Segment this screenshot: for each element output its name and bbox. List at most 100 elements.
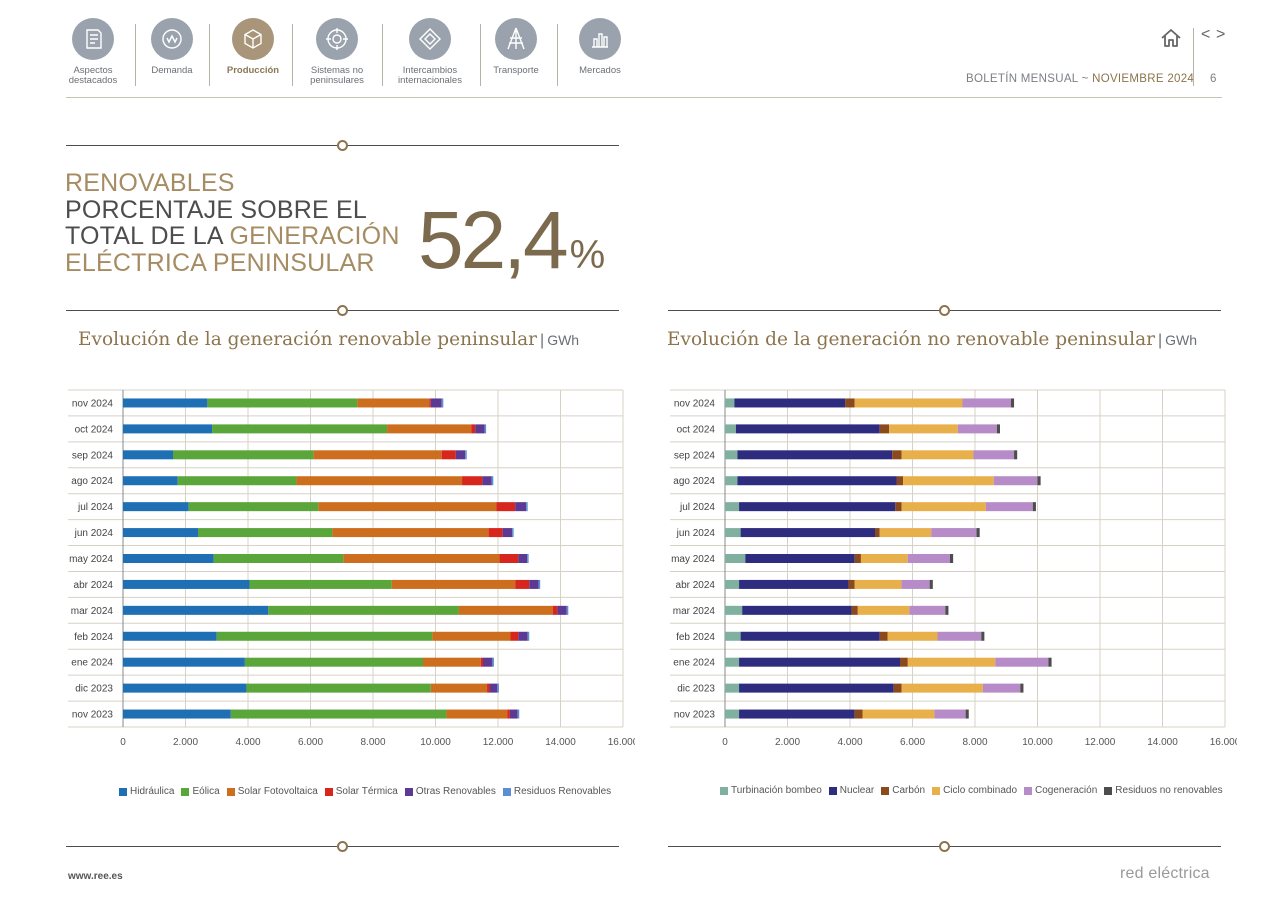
nav-separator — [382, 24, 383, 86]
bar-segment — [318, 502, 497, 512]
bar-segment — [900, 657, 908, 667]
bar-segment — [739, 579, 849, 589]
bar-segment — [862, 709, 935, 719]
nav-item-mercados[interactable]: Mercados — [560, 18, 640, 76]
x-tick-label: 0 — [120, 737, 126, 748]
bar-segment — [739, 657, 900, 667]
bar-segment — [985, 502, 1033, 512]
home-icon[interactable] — [1160, 28, 1182, 48]
renewable-legend: Hidráulica Eólica Solar Fotovoltaica Solar … — [119, 786, 618, 797]
bar-segment — [518, 631, 528, 641]
next-page-icon[interactable]: > — [1216, 26, 1226, 43]
bar-segment — [879, 631, 888, 641]
x-tick-label: 4.000 — [837, 737, 862, 748]
bar-segment — [1010, 398, 1015, 408]
bar-segment — [455, 450, 466, 460]
bar-segment — [429, 398, 431, 408]
bar-segment — [441, 450, 456, 460]
bar-segment — [430, 398, 442, 408]
bar-segment — [739, 683, 894, 693]
divider-ornament — [337, 305, 348, 316]
nav-item-demanda[interactable]: Demanda — [132, 18, 212, 76]
legend-item: Cogeneración — [1024, 785, 1097, 796]
legend-swatch — [502, 787, 511, 796]
legend-swatch — [1104, 786, 1113, 795]
legend-label: Carbón — [892, 785, 926, 796]
bar-segment — [441, 398, 444, 408]
bar-segment — [332, 528, 489, 538]
y-tick-label: nov 2024 — [72, 398, 114, 409]
legend-label: Hidráulica — [130, 786, 175, 797]
energy-meter-icon — [151, 18, 193, 60]
x-tick-label: 16.000 — [1210, 737, 1237, 748]
bar-segment — [742, 605, 852, 615]
bar-segment — [518, 554, 528, 563]
kpi-value: 52,4% — [418, 195, 606, 286]
bar-segment — [207, 398, 358, 408]
nav-item-transporte[interactable]: Transporte — [476, 18, 556, 76]
bar-segment — [901, 502, 986, 512]
bar-segment — [725, 605, 743, 615]
bar-segment — [725, 683, 740, 693]
x-tick-label: 8.000 — [360, 737, 385, 748]
bar-segment — [502, 528, 513, 538]
bar-segment — [745, 554, 855, 563]
bar-segment — [475, 424, 485, 434]
nav-item-aspectos[interactable]: Aspectos destacados — [53, 18, 133, 86]
footer-url[interactable]: www.ree.es — [68, 871, 123, 882]
bar-segment — [725, 657, 740, 667]
chart-title-renewable: Evolución de la generación renovable pen… — [78, 329, 580, 350]
bar-segment — [529, 579, 539, 589]
bar-segment — [725, 554, 746, 563]
bar-segment — [480, 657, 483, 667]
y-tick-label: mar 2024 — [673, 606, 716, 617]
bar-segment — [879, 528, 932, 538]
bar-segment — [889, 424, 958, 434]
y-tick-label: nov 2024 — [674, 398, 716, 409]
x-tick-label: 10.000 — [1022, 737, 1053, 748]
x-tick-label: 14.000 — [545, 737, 576, 748]
bar-segment — [212, 424, 388, 434]
nav-item-sistemas-no[interactable]: Sistemas no peninsulares — [297, 18, 377, 86]
bar-segment — [249, 579, 392, 589]
previous-page-icon[interactable]: < — [1201, 26, 1211, 43]
bar-segment — [515, 579, 530, 589]
company-logo: red eléctrica — [1120, 865, 1210, 882]
bar-segment — [489, 683, 498, 693]
bar-segment — [198, 528, 333, 538]
bar-segment — [740, 631, 880, 641]
y-tick-label: dic 2023 — [75, 684, 113, 695]
bar-segment — [740, 528, 875, 538]
bar-segment — [216, 631, 433, 641]
kpi-description: RENOVABLES PORCENTAJE SOBRE EL TOTAL DE … — [65, 169, 400, 277]
bar-segment — [244, 657, 423, 667]
bar-segment — [1048, 657, 1052, 667]
legend-swatch — [720, 786, 728, 795]
bar-segment — [123, 631, 217, 641]
bar-segment — [854, 554, 861, 563]
document-icon — [72, 18, 114, 60]
x-tick-label: 4.000 — [235, 737, 260, 748]
bar-segment — [230, 709, 447, 719]
bar-segment — [357, 398, 430, 408]
bar-segment — [177, 476, 297, 486]
y-tick-label: dic 2023 — [677, 684, 715, 695]
legend-swatch — [932, 786, 941, 795]
bar-segment — [857, 605, 910, 615]
bar-segment — [527, 554, 529, 563]
x-tick-label: 14.000 — [1147, 737, 1178, 748]
y-tick-label: may 2024 — [69, 554, 113, 565]
legend-item: Turbinación bombeo — [720, 785, 822, 796]
bar-segment — [995, 657, 1049, 667]
divider-ornament — [337, 140, 348, 151]
bar-segment — [981, 631, 985, 641]
legend-item: Nuclear — [828, 785, 874, 796]
bar-segment — [188, 502, 319, 512]
bar-segment — [123, 528, 198, 538]
nav-item-label: Producción — [226, 65, 280, 76]
legend-item: Residuos no renovables — [1104, 785, 1223, 796]
nav-item-producción[interactable]: Producción — [213, 18, 293, 76]
bar-segment — [458, 605, 553, 615]
bar-segment — [725, 398, 735, 408]
nav-item-intercambios[interactable]: Intercambios internacionales — [390, 18, 470, 86]
